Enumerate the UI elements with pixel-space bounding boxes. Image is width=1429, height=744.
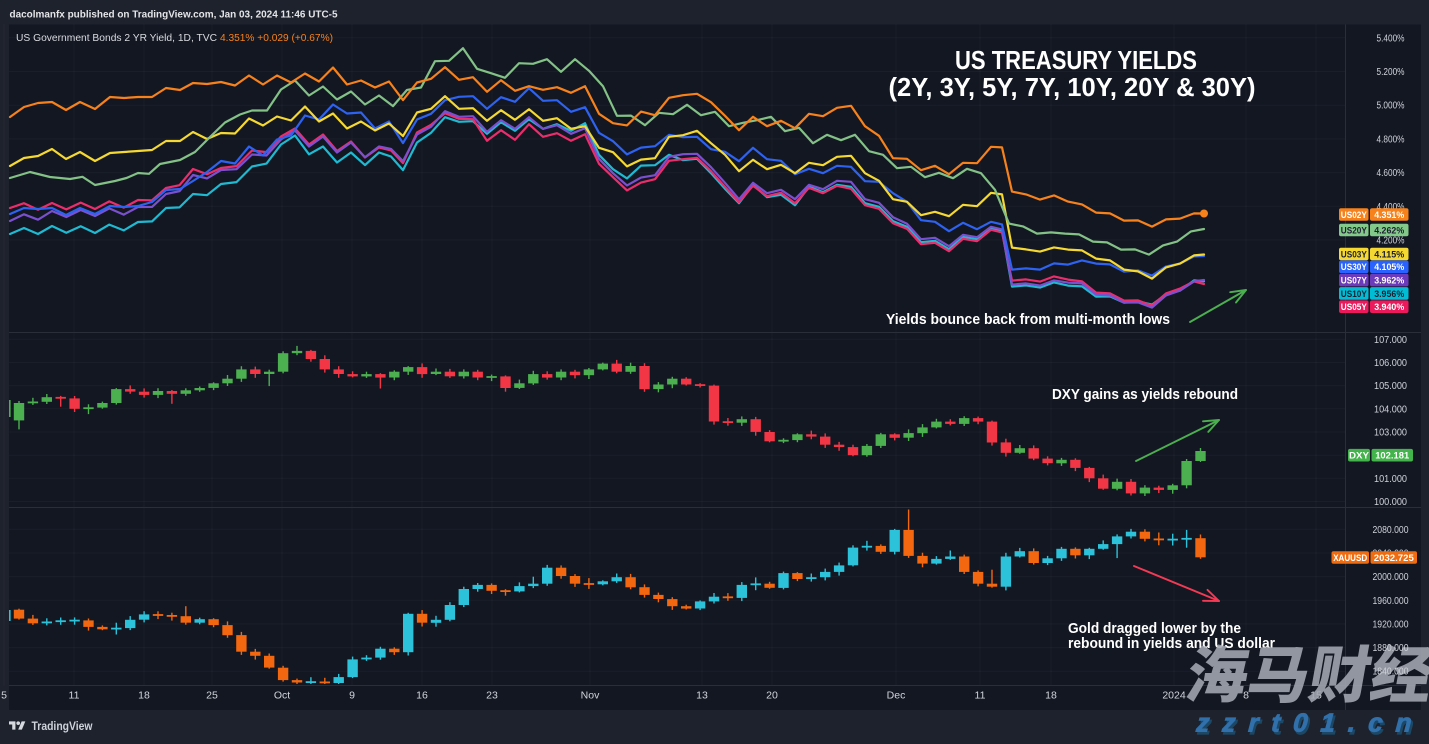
svg-text:zzrt01.cn: zzrt01.cn xyxy=(1194,708,1425,738)
svg-text:104.000: 104.000 xyxy=(1374,404,1407,415)
svg-text:US05Y: US05Y xyxy=(1341,302,1368,313)
svg-text:Yields bounce back from multi-: Yields bounce back from multi-month lows xyxy=(886,311,1170,328)
svg-text:5.000%: 5.000% xyxy=(1377,101,1405,112)
svg-text:3.962%: 3.962% xyxy=(1374,276,1405,287)
svg-text:11: 11 xyxy=(69,690,80,702)
svg-text:4.600%: 4.600% xyxy=(1377,168,1405,179)
svg-text:4.351% +0.029 (+0.67%): 4.351% +0.029 (+0.67%) xyxy=(220,33,333,44)
svg-text:18: 18 xyxy=(1045,690,1057,702)
svg-text:4.351%: 4.351% xyxy=(1374,210,1405,221)
svg-text:11: 11 xyxy=(975,690,986,702)
svg-text:Dec: Dec xyxy=(887,690,906,702)
svg-text:16: 16 xyxy=(416,690,428,702)
svg-text:4.262%: 4.262% xyxy=(1374,225,1405,236)
svg-text:18: 18 xyxy=(138,690,150,702)
svg-text:100.000: 100.000 xyxy=(1374,497,1407,508)
svg-text:20: 20 xyxy=(766,690,778,702)
svg-text:101.000: 101.000 xyxy=(1374,474,1407,485)
svg-text:US30Y: US30Y xyxy=(1341,262,1368,273)
svg-text:4.105%: 4.105% xyxy=(1374,262,1405,273)
svg-text:1880.000: 1880.000 xyxy=(1373,643,1409,654)
svg-text:US TREASURY YIELDS: US TREASURY YIELDS xyxy=(955,45,1197,75)
svg-text:3.956%: 3.956% xyxy=(1374,289,1405,300)
svg-text:Oct: Oct xyxy=(274,690,290,702)
svg-text:107.000: 107.000 xyxy=(1374,335,1407,346)
svg-text:13: 13 xyxy=(696,690,708,702)
svg-text:102.181: 102.181 xyxy=(1375,451,1410,462)
svg-text:1920.000: 1920.000 xyxy=(1373,619,1409,630)
svg-text:XAUUSD: XAUUSD xyxy=(1333,553,1367,564)
svg-text:23: 23 xyxy=(486,690,498,702)
svg-text:DXY: DXY xyxy=(1349,451,1370,462)
svg-text:US20Y: US20Y xyxy=(1341,225,1368,236)
svg-text:2024: 2024 xyxy=(1162,690,1186,702)
svg-text:1840.000: 1840.000 xyxy=(1373,667,1409,678)
svg-text:Nov: Nov xyxy=(581,690,600,702)
svg-text:1960.000: 1960.000 xyxy=(1373,596,1409,607)
svg-text:105.000: 105.000 xyxy=(1374,381,1407,392)
svg-text:4.400%: 4.400% xyxy=(1377,202,1405,213)
svg-text:US02Y: US02Y xyxy=(1341,210,1368,221)
svg-text:2080.000: 2080.000 xyxy=(1373,525,1409,536)
svg-text:8: 8 xyxy=(1243,690,1249,702)
svg-text:4.800%: 4.800% xyxy=(1377,134,1405,145)
svg-text:5: 5 xyxy=(1,690,7,702)
svg-text:2032.725: 2032.725 xyxy=(1374,553,1415,564)
svg-text:TradingView: TradingView xyxy=(32,721,93,733)
svg-text:Gold dragged lower by the: Gold dragged lower by the xyxy=(1068,620,1241,637)
svg-text:(2Y, 3Y, 5Y, 7Y, 10Y, 20Y & 30: (2Y, 3Y, 5Y, 7Y, 10Y, 20Y & 30Y) xyxy=(889,72,1256,102)
svg-text:106.000: 106.000 xyxy=(1374,358,1407,369)
svg-text:US03Y: US03Y xyxy=(1341,249,1368,260)
svg-text:4.115%: 4.115% xyxy=(1374,249,1405,260)
svg-text:dacolmanfx published on Tradin: dacolmanfx published on TradingView.com,… xyxy=(10,9,338,21)
svg-text:rebound in yields and US dolla: rebound in yields and US dollar xyxy=(1068,635,1275,652)
svg-text:zzrt01.cn: zzrt01.cn xyxy=(1196,710,1427,739)
svg-text:25: 25 xyxy=(206,690,218,702)
svg-text:9: 9 xyxy=(349,690,355,702)
svg-text:5.200%: 5.200% xyxy=(1377,67,1405,78)
svg-text:3.940%: 3.940% xyxy=(1374,302,1405,313)
svg-text:DXY gains as yields rebound: DXY gains as yields rebound xyxy=(1052,386,1238,403)
svg-text:5.400%: 5.400% xyxy=(1377,33,1405,44)
svg-text:US Government Bonds 2 YR Yield: US Government Bonds 2 YR Yield, 1D, TVC xyxy=(16,33,217,44)
svg-text:4.200%: 4.200% xyxy=(1377,235,1405,246)
svg-text:103.000: 103.000 xyxy=(1374,428,1407,439)
svg-text:US10Y: US10Y xyxy=(1341,289,1368,300)
svg-text:2000.000: 2000.000 xyxy=(1373,572,1409,583)
svg-text:US07Y: US07Y xyxy=(1341,276,1368,287)
